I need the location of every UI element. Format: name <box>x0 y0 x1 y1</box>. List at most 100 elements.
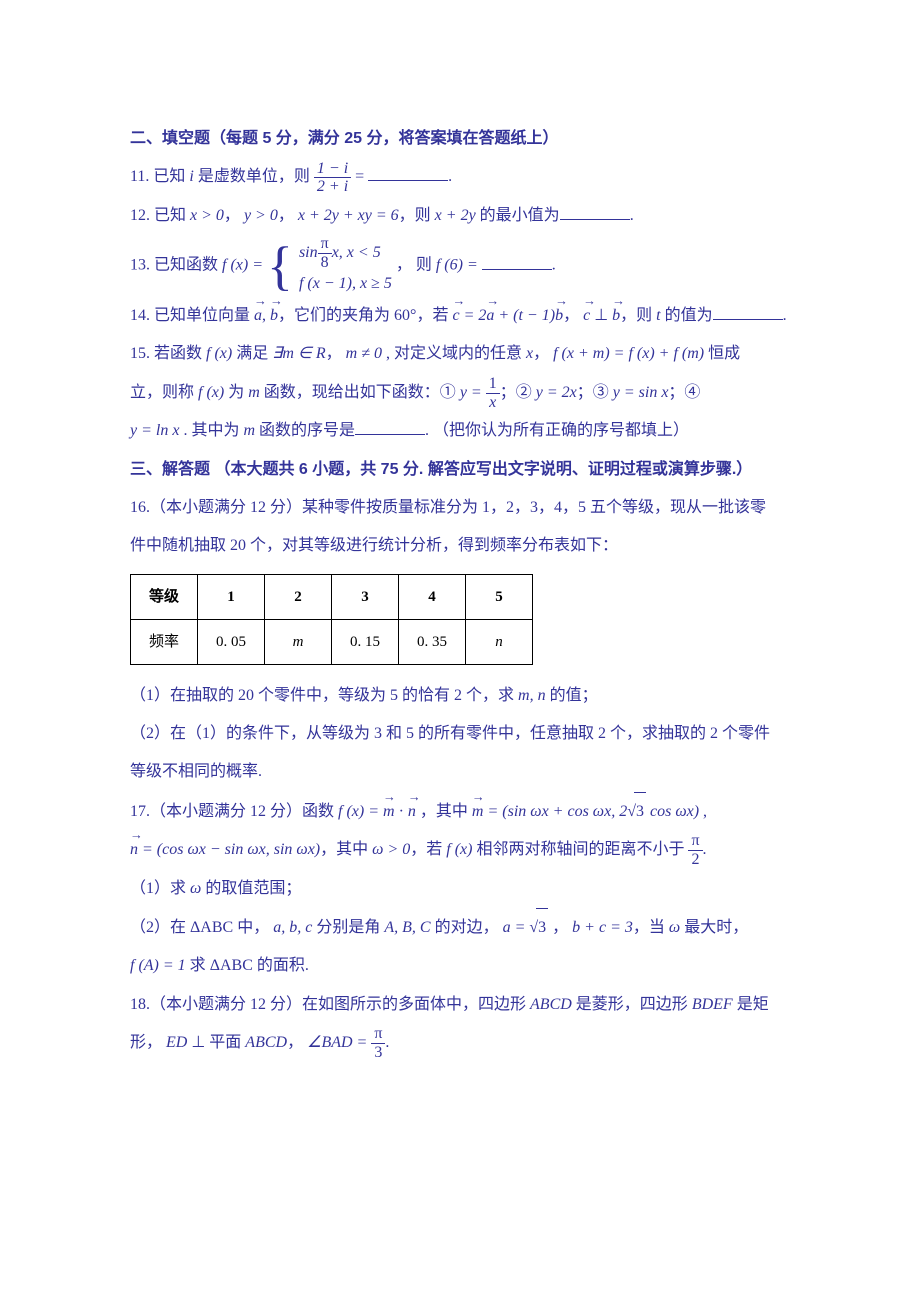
q17-p1b: 的取值范围； <box>201 880 301 897</box>
q15-blank <box>355 420 425 435</box>
th: 1 <box>198 574 265 619</box>
q13-fx: f (x) = <box>222 257 267 274</box>
q14-tail2: 的值为 <box>661 307 713 324</box>
q11-num: 1 − i <box>314 160 351 179</box>
q18-ABCD2: ABCD <box>245 1034 287 1051</box>
q14-blank <box>713 305 783 320</box>
q17-m2: m <box>472 793 484 831</box>
q17-p2b: 中， <box>233 919 273 936</box>
q17-l3: f (A) = 1 求 ΔABC 的面积. <box>130 947 790 985</box>
q16-l2: 件中随机抽取 20 个，对其等级进行统计分析，得到频率分布表如下： <box>130 527 790 565</box>
q13-f6: f (6) = <box>436 257 482 274</box>
table-row: 等级 1 2 3 4 5 <box>131 574 533 619</box>
q15-s2: ， <box>533 345 553 362</box>
th: 等级 <box>131 574 198 619</box>
q14: 14. 已知单位向量 a, b，它们的夹角为 60°，若 c = 2a + (t… <box>130 297 790 335</box>
q17-bc: b + c = 3 <box>572 919 633 936</box>
q15-l1b: 满足 <box>232 345 272 362</box>
q14-a: a <box>254 297 262 335</box>
q17-p2: （2）在 ΔABC 中， a, b, c 分别是角 A, B, C 的对边， a… <box>130 908 790 947</box>
sqrt-icon: √3 <box>627 792 646 831</box>
q12-blank <box>560 204 630 219</box>
q18-frac: π3 <box>371 1025 385 1061</box>
q14-b2: b <box>555 297 563 335</box>
q11-blank <box>368 166 448 181</box>
q16-p2b: 等级不相同的概率. <box>130 753 790 791</box>
q15-m: m <box>248 384 260 401</box>
q17-p2e: ，当 <box>633 919 669 936</box>
q15-f1frac: 1x <box>486 375 500 411</box>
q15-exist: ∃m ∈ R <box>272 345 325 362</box>
q15-sep3: ；④ <box>668 384 700 401</box>
q11: 11. 已知 i 是虚数单位，则 1 − i 2 + i = . <box>130 158 790 196</box>
q15-l3b: . 其中为 <box>179 422 243 439</box>
q13-pre: 13. 已知函数 <box>130 257 222 274</box>
q14-ang: 60° <box>394 307 416 324</box>
q16-l1: 16.（本小题满分 12 分）某种零件按质量标准分为 1，2，3，4，5 五个等… <box>130 489 790 527</box>
q14-c: c <box>452 297 459 335</box>
q18-ED: ED <box>166 1034 187 1051</box>
q18-l2: 形， ED ⊥ 平面 ABCD， ∠BAD = π3. <box>130 1024 790 1062</box>
q11-den: 2 + i <box>314 178 351 196</box>
q17-pifrac: π2 <box>688 832 702 868</box>
q14-pre: 14. 已知单位向量 <box>130 307 254 324</box>
q16-p1a: （1）在抽取的 20 个零件中，等级为 5 的恰有 2 个，求 <box>130 687 518 704</box>
q17-l3a: f (A) = 1 <box>130 957 186 974</box>
table-row: 频率 0. 05 m 0. 15 0. 35 n <box>131 619 533 664</box>
q17-sqrt3b: 3 <box>536 908 548 947</box>
td: n <box>466 619 533 664</box>
q17-mv2: cos ωx) <box>646 803 699 820</box>
q11-frac: 1 − i 2 + i <box>314 160 351 196</box>
q18-perp: ⊥ <box>187 1034 209 1051</box>
td: 0. 35 <box>399 619 466 664</box>
q11-mid: 是虚数单位，则 <box>194 168 314 185</box>
q17-omega: ω <box>190 880 201 897</box>
q11-pre: 11. 已知 <box>130 168 189 185</box>
q15-l2b: 为 <box>224 384 248 401</box>
q17-pinum: π <box>688 832 702 851</box>
q18-BDEF: BDEF <box>692 996 733 1013</box>
section-2-title: 二、填空题（每题 5 分，满分 25 分，将答案填在答题纸上） <box>130 120 790 158</box>
q17-piden: 2 <box>688 851 702 869</box>
q13-r1a: sin <box>299 240 318 266</box>
q17-omega2: ω <box>669 919 680 936</box>
q11-eq: = <box>351 168 368 185</box>
q15-s1: ， <box>326 345 346 362</box>
q17-tri2: ΔABC <box>210 957 253 974</box>
q14-c1: ，它们的夹角为 <box>278 307 394 324</box>
q15-f1: y = <box>460 384 486 401</box>
q17-m: m <box>383 793 395 831</box>
q12-c3: x + 2y + xy = 6 <box>298 207 399 224</box>
q15-l2: 立，则称 f (x) 为 m 函数，现给出如下函数：① y = 1x；② y =… <box>130 374 790 412</box>
q12-c1: x > 0 <box>190 207 224 224</box>
q14-a2: a <box>486 297 494 335</box>
td: 频率 <box>131 619 198 664</box>
q12-s2: ， <box>278 207 298 224</box>
q14-b3: b <box>612 297 620 335</box>
q18-ang: ∠BAD = <box>307 1034 371 1051</box>
q12-post: . <box>630 207 634 224</box>
q18-pinum: π <box>371 1025 385 1044</box>
q13-r1num: π <box>318 235 332 254</box>
q17-l2b: ，其中 <box>320 841 372 858</box>
td: 0. 05 <box>198 619 265 664</box>
q14-c3: c <box>583 297 590 335</box>
q13-blank <box>482 254 552 269</box>
page: 二、填空题（每题 5 分，满分 25 分，将答案填在答题纸上） 11. 已知 i… <box>0 0 920 1302</box>
q12-s1: ， <box>224 207 244 224</box>
q14-s0: , <box>262 307 270 324</box>
q18-l1a: 18.（本小题满分 12 分）在如图所示的多面体中，四边形 <box>130 996 530 1013</box>
q17-abc: a, b, c <box>273 919 312 936</box>
q17-fx2: f (x) <box>446 841 472 858</box>
q16-p2a: （2）在（1）的条件下，从等级为 3 和 5 的所有零件中，任意抽取 2 个，求… <box>130 715 790 753</box>
q17-p1a: （1）求 <box>130 880 190 897</box>
q15-l2a: 立，则称 <box>130 384 198 401</box>
q15-l1: 15. 若函数 f (x) 满足 ∃m ∈ R， m ≠ 0 , 对定义域内的任… <box>130 335 790 373</box>
q17-comma: , <box>699 803 707 820</box>
sqrt-icon: √3 <box>529 908 548 947</box>
q15-mne0: m ≠ 0 <box>346 345 382 362</box>
q15-l3a: y = ln x <box>130 422 179 439</box>
q15-l2c: 函数，现给出如下函数：① <box>260 384 460 401</box>
q17-tri: ΔABC <box>190 919 233 936</box>
q17-p2c: 分别是角 <box>312 919 384 936</box>
